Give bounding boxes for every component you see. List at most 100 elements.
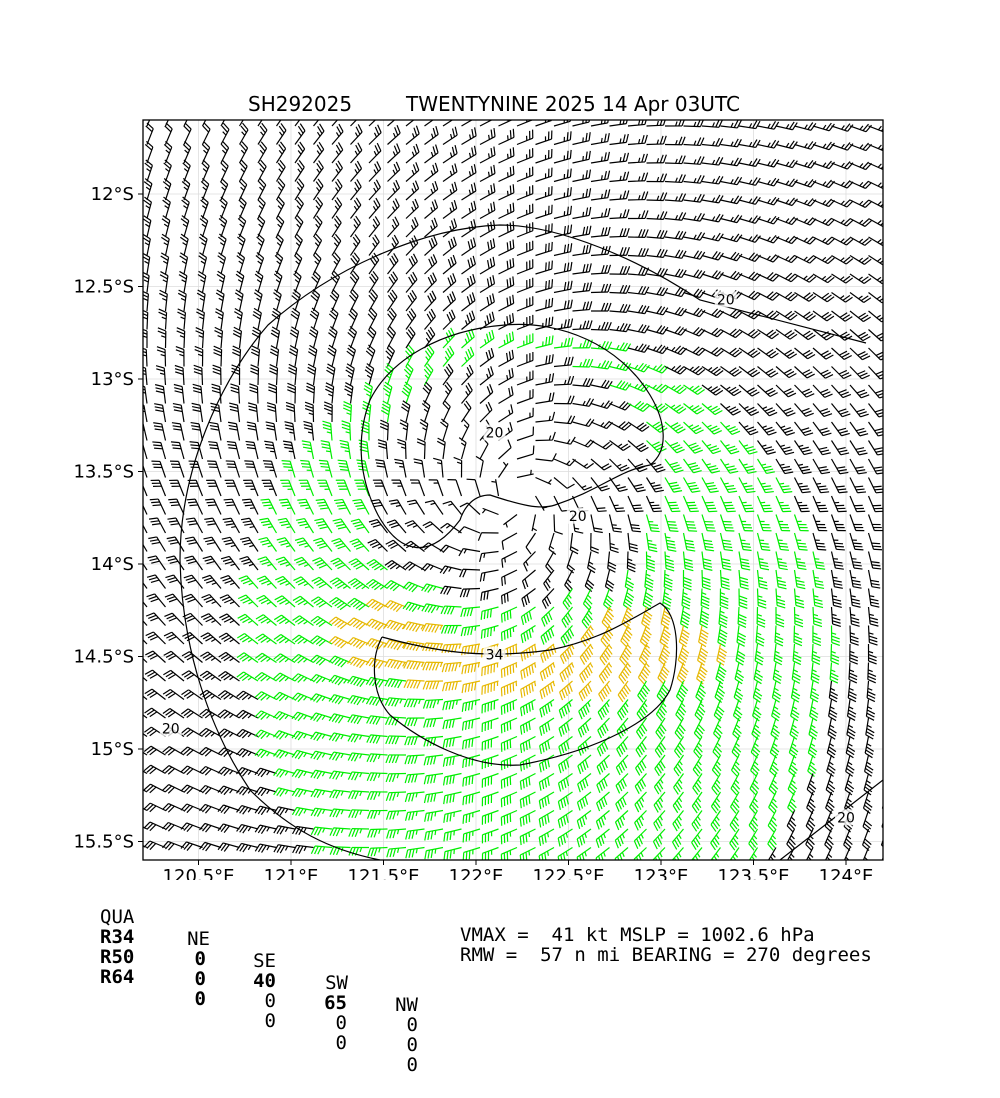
barb-feather	[299, 108, 304, 115]
barb-half-feather	[759, 559, 764, 560]
barb-feather	[510, 149, 511, 158]
barb-feather	[510, 204, 511, 213]
wind-barb	[887, 219, 908, 228]
barb-feather	[895, 412, 903, 414]
barb-half-feather	[489, 135, 490, 140]
barb-feather	[302, 467, 311, 468]
barb-feather	[135, 423, 143, 424]
wind-barb	[887, 422, 905, 436]
barb-staff	[887, 367, 898, 380]
barb-feather	[224, 105, 229, 112]
barb-feather	[895, 473, 903, 474]
barb-feather	[899, 239, 906, 244]
barb-feather	[131, 499, 140, 500]
barb-staff	[887, 200, 902, 208]
barb-half-feather	[531, 470, 532, 475]
barb-feather	[152, 442, 161, 443]
barb-feather	[902, 222, 909, 227]
barb-feather	[899, 337, 907, 341]
barb-half-feather	[779, 483, 784, 484]
barb-feather	[134, 524, 142, 525]
barb-feather	[153, 505, 162, 506]
barb-feather	[816, 543, 825, 544]
barb-feather	[472, 111, 473, 119]
barb-half-feather	[761, 483, 766, 484]
barb-feather	[552, 317, 553, 326]
barb-feather	[173, 448, 182, 449]
barb-half-feather	[413, 115, 415, 119]
barb-feather	[513, 258, 514, 267]
barb-feather	[243, 105, 248, 112]
barb-staff	[146, 350, 147, 367]
barb-feather	[513, 240, 514, 249]
barb-feather	[899, 357, 907, 360]
barb-feather	[902, 164, 908, 170]
barb-feather	[884, 145, 890, 151]
barb-feather	[184, 107, 190, 113]
barb-staff	[887, 163, 902, 170]
barb-feather	[897, 415, 905, 417]
barb-feather	[376, 109, 379, 117]
barb-half-feather	[896, 259, 900, 262]
barb-staff	[887, 515, 893, 531]
barb-feather	[875, 489, 884, 490]
barb-feather	[570, 169, 571, 178]
wind-barb	[887, 496, 902, 512]
wind-barb	[887, 385, 906, 398]
barb-feather	[903, 145, 909, 151]
barb-feather	[265, 467, 274, 468]
barb-staff	[257, 387, 258, 404]
barb-feather	[884, 164, 890, 170]
barb-half-feather	[777, 559, 782, 560]
barb-half-feather	[356, 114, 358, 118]
wind-barb	[887, 404, 905, 418]
barb-feather	[552, 261, 553, 270]
barb-feather	[417, 107, 420, 115]
barb-feather	[225, 502, 234, 503]
barb-feather	[510, 112, 511, 121]
barb-staff	[887, 441, 896, 456]
barb-feather	[632, 531, 641, 532]
barb-feather	[853, 543, 862, 544]
barb-feather	[546, 281, 547, 290]
barb-half-feather	[896, 278, 900, 281]
barb-feather	[883, 221, 890, 227]
barb-half-feather	[508, 135, 509, 140]
barb-half-feather	[337, 114, 339, 118]
wind-barb	[887, 293, 908, 304]
barb-feather	[321, 467, 330, 468]
barb-half-feather	[896, 183, 899, 186]
barb-feather	[338, 463, 347, 464]
barb-half-feather	[508, 172, 509, 177]
barb-feather	[513, 203, 514, 212]
barb-feather	[834, 543, 843, 544]
barb-feather	[902, 184, 908, 190]
barb-feather	[798, 546, 807, 547]
barb-feather	[190, 442, 199, 443]
barb-half-feather	[508, 117, 509, 122]
barb-feather	[283, 467, 292, 468]
barb-staff	[887, 274, 901, 284]
barb-feather	[900, 125, 906, 131]
barb-half-feather	[399, 466, 404, 467]
barb-feather	[873, 486, 882, 487]
barb-half-feather	[546, 378, 547, 383]
wind-barb	[887, 330, 907, 342]
barb-feather	[836, 549, 845, 550]
barb-feather	[901, 260, 908, 265]
barb-feather	[896, 453, 904, 455]
barb-half-feather	[601, 157, 602, 162]
barb-feather	[546, 318, 547, 327]
barb-half-feather	[798, 483, 803, 484]
barb-half-feather	[280, 114, 283, 118]
barb-staff	[887, 404, 897, 418]
barb-feather	[898, 278, 905, 283]
barb-half-feather	[796, 559, 801, 560]
barb-feather	[898, 376, 906, 379]
barb-feather	[597, 508, 606, 509]
barb-feather	[651, 531, 660, 532]
barb-feather	[188, 502, 197, 503]
barb-feather	[510, 130, 511, 139]
barb-feather	[896, 393, 904, 396]
barb-feather	[893, 410, 901, 412]
